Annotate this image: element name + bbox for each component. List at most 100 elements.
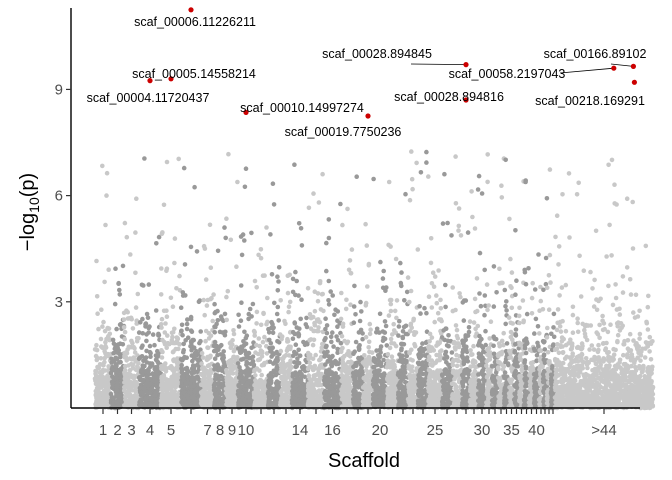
snp-point — [349, 247, 355, 252]
snp-point — [134, 196, 139, 201]
snp-point — [144, 374, 149, 380]
snp-point — [207, 222, 213, 228]
snp-point — [212, 339, 218, 345]
snp-point — [192, 399, 197, 404]
snp-point — [164, 377, 169, 382]
snp-point — [154, 379, 159, 385]
snp-point — [290, 336, 296, 342]
snp-point — [376, 368, 381, 373]
snp-point — [239, 300, 244, 306]
snp-point — [94, 258, 99, 264]
snp-point — [412, 343, 418, 349]
snp-point — [177, 342, 182, 347]
snp-point — [134, 338, 140, 344]
snp-point — [290, 371, 296, 377]
snp-point — [387, 404, 392, 410]
snp-point — [201, 297, 206, 303]
snp-point — [204, 390, 210, 395]
snp-point — [210, 318, 215, 324]
snp-point — [216, 385, 222, 391]
snp-point — [367, 321, 373, 327]
snp-point — [178, 305, 184, 311]
snp-point — [402, 388, 407, 394]
snp-point — [402, 370, 408, 375]
snp-point — [207, 354, 213, 360]
snp-point — [322, 337, 327, 343]
snp-point — [371, 176, 376, 182]
snp-point — [435, 340, 441, 345]
snp-point — [269, 272, 275, 277]
snp-point — [124, 234, 130, 240]
snp-point — [95, 311, 100, 317]
snp-point — [278, 348, 284, 354]
snp-point — [212, 344, 218, 349]
snp-point — [244, 355, 249, 360]
snp-point — [199, 382, 204, 387]
snp-point — [122, 368, 128, 373]
snp-point — [279, 366, 284, 371]
snp-point — [335, 374, 341, 380]
snp-point — [323, 394, 328, 400]
snp-point — [242, 329, 247, 335]
snp-point — [351, 304, 357, 309]
snp-point — [443, 326, 449, 332]
snp-point — [185, 317, 190, 322]
snp-point — [94, 294, 100, 299]
snp-point — [140, 343, 145, 349]
snp-point — [250, 301, 256, 307]
snp-point — [368, 327, 373, 333]
snp-point — [315, 298, 321, 304]
snp-point — [121, 325, 127, 330]
snp-point — [246, 394, 252, 399]
snp-point — [217, 366, 222, 372]
snp-point — [306, 373, 312, 378]
snp-point — [435, 310, 441, 316]
snp-point — [434, 300, 440, 306]
snp-point — [325, 379, 331, 385]
snp-point — [258, 255, 264, 261]
snp-point — [200, 377, 205, 383]
snp-point — [258, 385, 264, 390]
snp-point — [174, 338, 180, 344]
snp-point — [153, 375, 159, 381]
snp-point — [247, 306, 253, 312]
snp-point — [271, 361, 276, 366]
snp-point — [361, 393, 367, 399]
snp-point — [361, 384, 367, 390]
snp-point — [129, 338, 134, 344]
snp-point — [301, 339, 306, 345]
snp-point — [185, 374, 190, 380]
snp-point — [415, 247, 421, 252]
snp-point — [253, 342, 259, 348]
snp-point — [382, 330, 388, 335]
snp-point — [164, 159, 170, 165]
snp-point — [104, 336, 109, 342]
snp-point — [172, 236, 178, 241]
snp-point — [110, 337, 116, 343]
snp-point — [363, 357, 369, 363]
snp-point — [275, 288, 281, 293]
snp-point — [444, 384, 450, 389]
snp-point — [426, 344, 432, 349]
snp-point — [252, 333, 257, 338]
snp-point — [434, 293, 439, 298]
snp-point — [148, 351, 153, 356]
snp-point — [296, 332, 302, 337]
snp-point — [224, 216, 229, 221]
snp-point — [419, 366, 424, 372]
snp-point — [159, 316, 165, 322]
snp-point — [326, 278, 332, 284]
snp-point — [412, 332, 417, 338]
snp-point — [141, 385, 147, 391]
snp-point — [403, 191, 408, 197]
snp-point — [415, 360, 421, 366]
snp-point — [262, 334, 267, 340]
snp-point — [317, 279, 323, 284]
snp-point — [215, 308, 220, 314]
snp-point — [165, 390, 170, 395]
snp-point — [120, 263, 126, 269]
snp-point — [148, 354, 153, 360]
snp-point — [180, 332, 185, 338]
snp-point — [211, 388, 217, 393]
snp-point — [117, 287, 122, 293]
